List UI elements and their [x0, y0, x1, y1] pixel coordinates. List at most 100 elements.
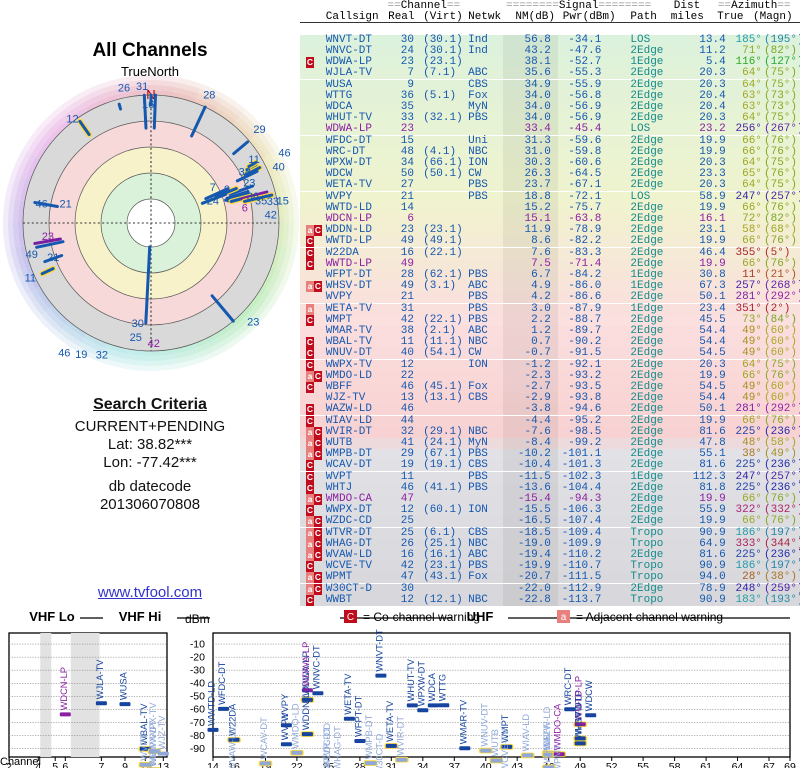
svg-text:= Adjacent channel warning: = Adjacent channel warning	[576, 610, 723, 624]
svg-text:11: 11	[25, 272, 36, 284]
svg-text:a: a	[561, 612, 567, 623]
svg-text:W30CT-D: W30CT-D	[374, 733, 384, 768]
svg-text:WDCW: WDCW	[584, 680, 594, 711]
svg-text:28: 28	[203, 90, 215, 102]
svg-text:21: 21	[47, 252, 59, 264]
svg-text:WVAW-LD: WVAW-LD	[228, 727, 238, 768]
svg-text:55: 55	[637, 761, 649, 768]
svg-text:WTVR-DT: WTVR-DT	[322, 727, 332, 768]
svg-text:WVIR-DT: WVIR-DT	[395, 716, 405, 756]
svg-text:35: 35	[255, 195, 267, 207]
svg-text:31: 31	[385, 761, 397, 768]
svg-text:WDDN-LD: WDDN-LD	[301, 686, 311, 730]
svg-text:23: 23	[247, 317, 259, 329]
svg-text:5: 5	[52, 761, 58, 768]
svg-text:67: 67	[763, 761, 775, 768]
svg-text:WNVT-DT: WNVT-DT	[374, 629, 384, 672]
svg-text:WETA-TV: WETA-TV	[385, 700, 395, 742]
svg-text:9: 9	[122, 761, 128, 768]
svg-text:-20: -20	[190, 651, 205, 663]
svg-text:6: 6	[62, 761, 68, 768]
svg-text:12: 12	[66, 114, 78, 126]
svg-text:40: 40	[273, 162, 285, 174]
svg-text:-80: -80	[190, 730, 205, 742]
svg-text:25: 25	[130, 332, 142, 344]
svg-text:WCVE-TV: WCVE-TV	[500, 728, 510, 768]
svg-text:-70: -70	[190, 717, 205, 729]
svg-text:WJZ-TV: WJZ-TV	[157, 715, 167, 750]
svg-text:C: C	[347, 612, 354, 623]
svg-text:WMDO-LD: WMDO-LD	[290, 703, 300, 749]
svg-text:23: 23	[243, 177, 255, 189]
svg-text:23: 23	[42, 231, 54, 243]
svg-text:-90: -90	[190, 743, 205, 755]
svg-text:11: 11	[248, 154, 259, 166]
svg-text:WNVC-DT: WNVC-DT	[311, 645, 321, 689]
svg-text:WNUV-DT: WNUV-DT	[479, 703, 489, 747]
svg-text:22: 22	[291, 761, 303, 768]
svg-text:WJLA-TV: WJLA-TV	[95, 659, 105, 700]
svg-text:VHF Lo: VHF Lo	[29, 610, 75, 624]
svg-text:WUTB: WUTB	[490, 729, 500, 756]
svg-text:dBm: dBm	[185, 612, 210, 626]
svg-text:WWTD-LD: WWTD-LD	[207, 681, 217, 726]
svg-text:WUSA: WUSA	[119, 671, 129, 700]
svg-text:WHUT-TV: WHUT-TV	[406, 658, 416, 701]
svg-text:37: 37	[448, 761, 460, 768]
svg-text:-50: -50	[190, 691, 205, 703]
svg-text:-60: -60	[190, 704, 205, 716]
svg-text:WDWA-LP: WDWA-LP	[301, 642, 311, 687]
svg-text:-30: -30	[190, 665, 205, 677]
svg-text:WMDO-CA: WMDO-CA	[553, 703, 563, 750]
svg-text:WDCN-LP: WDCN-LP	[59, 667, 69, 710]
svg-text:WFDC-DT: WFDC-DT	[217, 661, 227, 705]
svg-text:WFPT-DT: WFPT-DT	[353, 695, 363, 737]
svg-text:= Co-channel warning: = Co-channel warning	[363, 610, 480, 624]
svg-text:9: 9	[224, 184, 230, 196]
svg-text:46: 46	[36, 199, 48, 211]
svg-text:31: 31	[136, 81, 148, 93]
svg-text:14: 14	[207, 761, 219, 768]
svg-text:49: 49	[574, 761, 586, 768]
svg-text:WTTG: WTTG	[437, 674, 447, 701]
svg-text:7: 7	[98, 761, 104, 768]
svg-text:VHF Hi: VHF Hi	[119, 610, 162, 624]
svg-text:29: 29	[253, 124, 265, 136]
svg-text:6: 6	[242, 203, 248, 215]
svg-text:64: 64	[732, 761, 744, 768]
svg-text:WVPY: WVPY	[280, 713, 290, 740]
svg-text:WHTJ: WHTJ	[542, 738, 552, 764]
svg-text:16: 16	[142, 99, 154, 111]
svg-text:WMAR-TV: WMAR-TV	[458, 699, 468, 744]
svg-text:21: 21	[60, 199, 72, 211]
svg-text:WDCA: WDCA	[427, 672, 437, 701]
svg-text:WMPB-DT: WMPB-DT	[364, 714, 374, 759]
svg-text:34: 34	[417, 761, 429, 768]
svg-text:WPMT: WPMT	[553, 744, 563, 768]
svg-text:24: 24	[207, 196, 219, 208]
svg-text:WWBT: WWBT	[148, 746, 158, 768]
svg-text:Channel: Channel	[0, 756, 41, 768]
svg-text:61: 61	[700, 761, 712, 768]
svg-text:WIAV-LD: WIAV-LD	[521, 714, 531, 752]
svg-text:42: 42	[148, 338, 160, 350]
svg-text:46: 46	[278, 148, 290, 160]
svg-text:42: 42	[265, 210, 277, 222]
svg-text:15: 15	[277, 196, 289, 208]
svg-text:-10: -10	[190, 638, 205, 650]
svg-text:58: 58	[669, 761, 681, 768]
svg-text:52: 52	[606, 761, 618, 768]
svg-text:WPXW-DT: WPXW-DT	[416, 661, 426, 707]
svg-text:WHAG-DT: WHAG-DT	[332, 726, 342, 768]
svg-text:WHSV-DT: WHSV-DT	[574, 696, 584, 739]
svg-text:46: 46	[58, 348, 70, 360]
svg-text:30: 30	[132, 318, 144, 330]
svg-text:69: 69	[784, 761, 796, 768]
svg-text:WCAV-DT: WCAV-DT	[259, 717, 269, 759]
svg-text:43: 43	[511, 761, 523, 768]
svg-text:WETA-TV: WETA-TV	[343, 673, 353, 715]
svg-text:-40: -40	[190, 678, 205, 690]
svg-text:19: 19	[75, 349, 87, 361]
svg-text:13: 13	[157, 761, 169, 768]
svg-text:26: 26	[118, 82, 130, 94]
